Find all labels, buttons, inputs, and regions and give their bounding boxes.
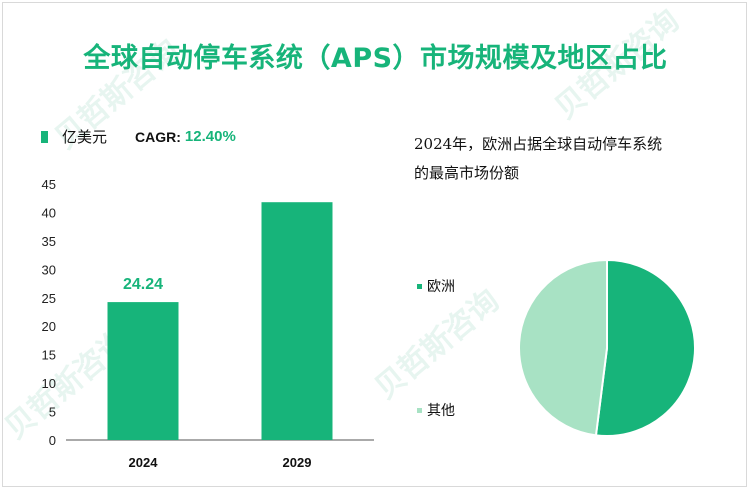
y-tick-label: 40 bbox=[42, 205, 56, 220]
bar-2029 bbox=[261, 202, 333, 440]
y-tick-label: 25 bbox=[42, 291, 56, 306]
x-tick-label: 2029 bbox=[283, 455, 312, 470]
pie-legend-label: 其他 bbox=[427, 403, 455, 419]
pie-legend-swatch bbox=[417, 407, 422, 413]
bar-data-label: 24.24 bbox=[123, 276, 163, 293]
legend-unit-label: 亿美元 bbox=[62, 128, 108, 146]
chart-title: 全球自动停车系统（APS）市场规模及地区占比 bbox=[83, 43, 668, 74]
y-tick-label: 45 bbox=[42, 177, 56, 192]
pie-legend-item-other: 其他 bbox=[417, 400, 455, 420]
bar-legend: 亿美元 CAGR: 12.40% bbox=[41, 126, 236, 150]
y-tick-label: 5 bbox=[49, 405, 56, 420]
pie-legend-label: 欧洲 bbox=[427, 279, 455, 295]
pie-legend-item-europe: 欧洲 bbox=[417, 276, 455, 296]
cagr-label: CAGR: bbox=[135, 128, 181, 145]
legend-swatch bbox=[41, 130, 48, 143]
pie-slice-europe bbox=[594, 258, 696, 437]
y-tick-label: 35 bbox=[42, 234, 56, 249]
y-tick-label: 15 bbox=[42, 348, 56, 363]
pie-caption: 2024年，欧洲占据全球自动停车系统 的最高市场份额 bbox=[414, 130, 734, 188]
y-tick-label: 10 bbox=[42, 376, 56, 391]
y-tick-label: 0 bbox=[49, 433, 56, 448]
pie-caption-line-1: 2024年，欧洲占据全球自动停车系统 bbox=[414, 135, 663, 153]
y-tick-label: 30 bbox=[42, 262, 56, 277]
bar-2024 bbox=[107, 302, 179, 440]
x-tick-label: 2024 bbox=[129, 455, 159, 470]
pie-legend-swatch bbox=[417, 283, 422, 289]
cagr-value: 12.40% bbox=[184, 128, 236, 145]
pie-slice-other bbox=[518, 258, 608, 437]
pie-caption-line-2: 的最高市场份额 bbox=[414, 164, 520, 182]
y-tick-label: 20 bbox=[42, 319, 56, 334]
